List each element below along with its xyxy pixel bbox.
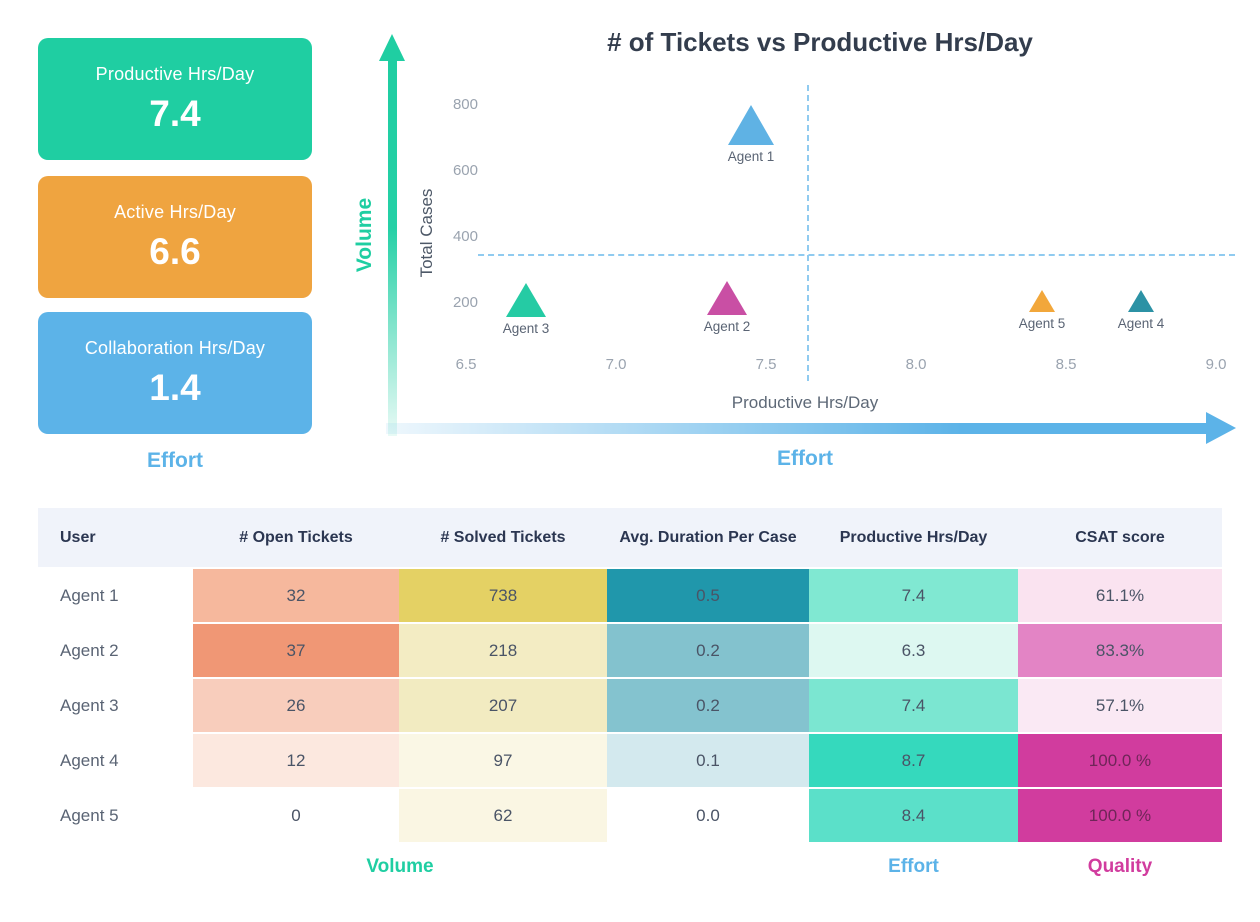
scatter-point-label: Agent 1 (727, 148, 775, 164)
metric-cell: 6.3 (809, 623, 1018, 679)
column-header--open-tickets: # Open Tickets (193, 508, 399, 569)
column-header-productive-hrs-day: Productive Hrs/Day (809, 508, 1018, 569)
table-row-agent-4: Agent 4 12 97 0.1 8.7 100.0 % (38, 733, 1222, 789)
metric-cell: 0.1 (607, 733, 809, 789)
x-axis-arrow-shaft-icon (386, 423, 1208, 434)
x-tick-label: 9.0 (1205, 356, 1227, 373)
table-row-agent-3: Agent 3 26 207 0.2 7.4 57.1% (38, 678, 1222, 734)
x-tick-label: 8.5 (1055, 356, 1077, 373)
mean-productive-hrs-reference-line (807, 85, 809, 381)
footer-annotation-volume: Volume (366, 856, 434, 877)
kpi-card-value: 7.4 (149, 92, 201, 134)
x-tick-label: 6.5 (455, 356, 477, 373)
y-axis-arrow-shaft-icon (388, 58, 397, 436)
scatter-point-agent-2[interactable] (707, 281, 747, 316)
x-tick-label: 7.0 (605, 356, 627, 373)
x-tick-label: 8.0 (905, 356, 927, 373)
metric-cell: 100.0 % (1018, 788, 1222, 844)
metric-cell: 12 (193, 733, 399, 789)
column-header-csat-score: CSAT score (1018, 508, 1222, 569)
metric-cell: 100.0 % (1018, 733, 1222, 789)
scatter-point-label: Agent 3 (502, 320, 550, 336)
table-row-agent-1: Agent 1 32 738 0.5 7.4 61.1% (38, 568, 1222, 624)
metric-cell: 62 (399, 788, 607, 844)
metric-cell: 207 (399, 678, 607, 734)
scatter-point-label: Agent 4 (1117, 316, 1165, 332)
user-cell: Agent 5 (38, 788, 193, 844)
y-tick-label: 800 (452, 96, 478, 113)
kpi-card-value: 6.6 (149, 230, 201, 272)
metric-cell: 32 (193, 568, 399, 624)
y-tick-label: 400 (452, 228, 478, 245)
scatter-point-agent-3[interactable] (506, 282, 546, 317)
metric-cell: 0.0 (607, 788, 809, 844)
kpi-card-label: Collaboration Hrs/Day (84, 337, 266, 358)
column-header-avg-duration-per-case: Avg. Duration Per Case (607, 508, 809, 569)
metric-cell: 8.4 (809, 788, 1018, 844)
x-axis-label: Productive Hrs/Day (731, 393, 879, 412)
column-header--solved-tickets: # Solved Tickets (399, 508, 607, 569)
metric-cell: 7.4 (809, 678, 1018, 734)
scatter-point-agent-5[interactable] (1029, 290, 1055, 313)
column-header-user: User (38, 508, 193, 569)
kpi-card-label: Active Hrs/Day (114, 201, 236, 222)
user-cell: Agent 4 (38, 733, 193, 789)
metric-cell: 0.2 (607, 678, 809, 734)
table-header-row: User # Open Tickets # Solved Tickets Avg. D… (38, 508, 1222, 569)
scatter-point-agent-4[interactable] (1128, 290, 1154, 313)
effort-axis-annotation: Effort (777, 447, 833, 470)
kpi-effort-label: Effort (147, 449, 203, 472)
metric-cell: 57.1% (1018, 678, 1222, 734)
x-tick-label: 7.5 (755, 356, 777, 373)
kpi-card-label: Productive Hrs/Day (95, 63, 255, 84)
footer-annotation-quality: Quality (1087, 856, 1153, 877)
table-row-agent-2: Agent 2 37 218 0.2 6.3 83.3% (38, 623, 1222, 679)
metric-cell: 0.5 (607, 568, 809, 624)
kpi-card-value: 1.4 (149, 366, 201, 408)
metric-cell: 218 (399, 623, 607, 679)
metric-cell: 0 (193, 788, 399, 844)
metric-cell: 7.4 (809, 568, 1018, 624)
metric-cell: 8.7 (809, 733, 1018, 789)
kpi-card-productive-hrs-day: Productive Hrs/Day 7.4 (38, 38, 312, 160)
x-axis-arrow-head-icon (1206, 412, 1236, 444)
table-row-agent-5: Agent 5 0 62 0.0 8.4 100.0 % (38, 788, 1222, 844)
footer-annotation-effort: Effort (888, 856, 939, 877)
y-tick-label: 200 (452, 294, 478, 311)
mean-total-cases-reference-line (478, 254, 1235, 256)
metric-cell: 738 (399, 568, 607, 624)
user-cell: Agent 3 (38, 678, 193, 734)
scatter-point-agent-1[interactable] (728, 104, 774, 145)
chart-title: # of Tickets vs Productive Hrs/Day (607, 27, 1033, 57)
metric-cell: 83.3% (1018, 623, 1222, 679)
metric-cell: 26 (193, 678, 399, 734)
user-cell: Agent 1 (38, 568, 193, 624)
metric-cell: 61.1% (1018, 568, 1222, 624)
kpi-card-collaboration-hrs-day: Collaboration Hrs/Day 1.4 (38, 312, 312, 434)
agent-metrics-table: User # Open Tickets # Solved Tickets Avg. D… (38, 508, 1222, 844)
y-tick-label: 600 (452, 162, 478, 179)
scatter-point-label: Agent 5 (1018, 316, 1066, 332)
kpi-card-active-hrs-day: Active Hrs/Day 6.6 (38, 176, 312, 298)
scatter-point-label: Agent 2 (703, 319, 751, 335)
metric-cell: 97 (399, 733, 607, 789)
user-cell: Agent 2 (38, 623, 193, 679)
y-axis-arrow-head-icon (379, 34, 405, 61)
metric-cell: 0.2 (607, 623, 809, 679)
metric-cell: 37 (193, 623, 399, 679)
